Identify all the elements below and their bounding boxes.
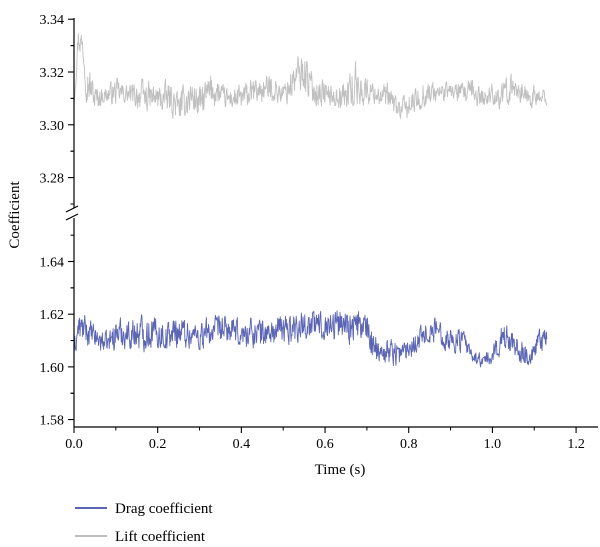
y-tick-label: 1.64 [40, 256, 65, 271]
x-tick-label: 0.0 [65, 437, 83, 452]
legend-label-lift: Lift coefficient [115, 529, 206, 545]
series-line-drag-coefficient [73, 310, 548, 368]
x-tick-label: 1.2 [567, 437, 585, 452]
x-axis-label: Time (s) [315, 462, 366, 478]
y-tick-label: 3.28 [40, 172, 65, 187]
y-axis-break-mark [65, 213, 79, 221]
y-tick-label: 1.58 [40, 414, 65, 429]
y-tick-label: 3.34 [40, 13, 65, 28]
y-tick-label: 1.60 [40, 361, 65, 376]
y-axis-label: Coefficient [7, 181, 23, 249]
lift-series-layer [73, 33, 548, 120]
legend-label-drag: Drag coefficient [115, 501, 213, 517]
drag-series-layer [73, 310, 548, 368]
legend: Drag coefficient Lift coefficient [75, 501, 213, 545]
y-tick-label: 1.62 [40, 308, 65, 323]
series-line-lift-coefficient [73, 33, 548, 120]
x-tick-label: 0.4 [233, 437, 251, 452]
y-tick-label: 3.32 [40, 66, 65, 81]
axes-layer: 0.0 0.2 0.4 0.6 0.8 1.0 1.2 3.28 3.30 3.32 3.34 1.5… [40, 13, 598, 452]
x-tick-label: 0.6 [316, 437, 334, 452]
x-tick-label: 0.2 [149, 437, 167, 452]
y-axis-break-mark [65, 205, 79, 213]
y-tick-label: 3.30 [40, 119, 65, 134]
x-tick-label: 1.0 [484, 437, 502, 452]
x-tick-label: 0.8 [400, 437, 418, 452]
